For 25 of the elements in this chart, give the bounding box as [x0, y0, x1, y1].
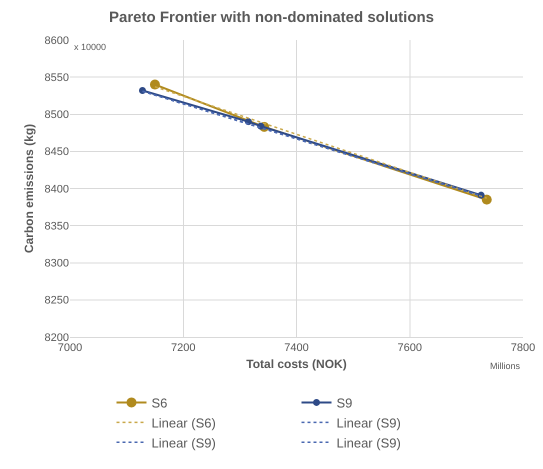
legend-label: Linear (S6)	[152, 415, 216, 430]
annotation: x 10000	[74, 42, 106, 52]
y-tick-label: 8500	[44, 109, 69, 122]
x-tick-label: 7800	[510, 342, 536, 354]
y-tick-label: 8450	[44, 146, 69, 158]
y-tick-label: 8400	[44, 183, 69, 196]
y-axis-title: Carbon emissions (kg)	[22, 124, 36, 254]
legend-label: Linear (S9)	[336, 435, 401, 450]
y-tick-label: 8200	[44, 332, 69, 344]
chart-title: Pareto Frontier with non-dominated solutions	[109, 9, 434, 26]
x-tick-label: 7000	[58, 342, 82, 354]
x-tick-label: 7600	[398, 342, 422, 354]
text: Millions	[490, 361, 521, 371]
x-axis-title: Total costs (NOK)	[246, 357, 347, 372]
y-tick-label: 8300	[44, 258, 69, 270]
y-tick-label: 8600	[44, 34, 69, 47]
y-tick-label: 8550	[44, 72, 69, 84]
legend-label: S9	[336, 396, 352, 411]
x-tick-label: 7400	[284, 342, 309, 354]
x-tick-label: 7200	[171, 342, 196, 354]
legend-label: S6	[152, 396, 168, 411]
legend-label: Linear (S9)	[336, 415, 401, 430]
y-tick-label: 8350	[44, 220, 69, 232]
legend-label: Linear (S9)	[152, 435, 216, 450]
y-tick-label: 8250	[44, 294, 69, 307]
